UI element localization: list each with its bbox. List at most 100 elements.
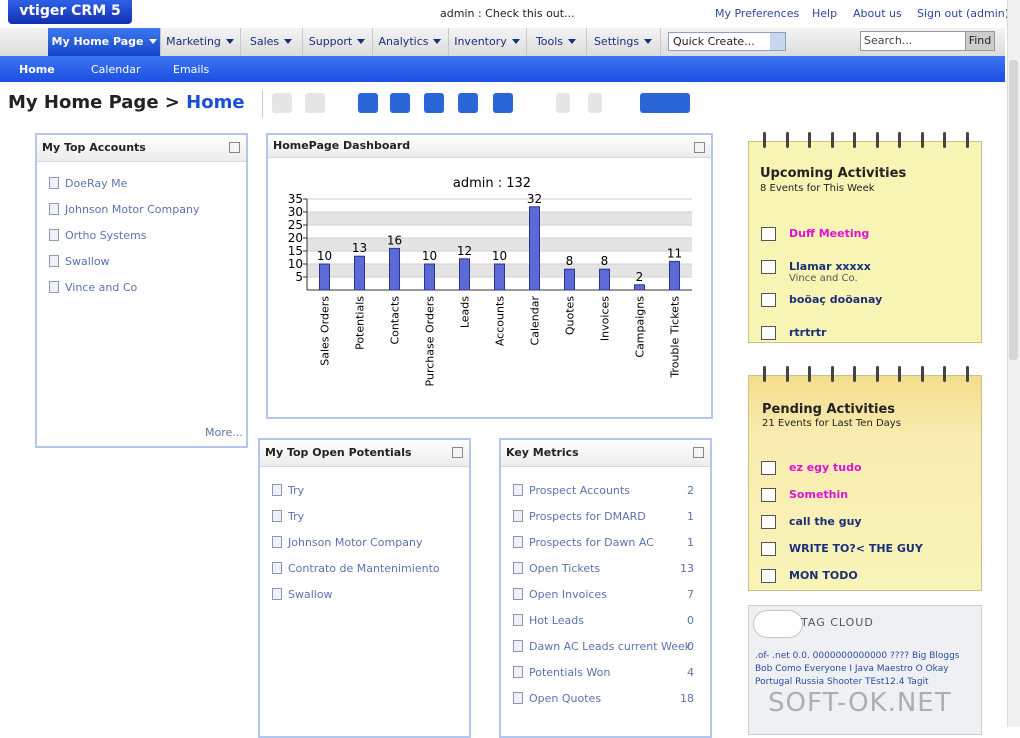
tool-icon[interactable] xyxy=(588,93,602,113)
x-tick-label: Potentials xyxy=(354,296,367,350)
cloud-icon xyxy=(753,610,803,638)
metric-row[interactable]: Prospects for DMARD xyxy=(513,510,646,523)
activity-label[interactable]: WRITE TO?< THE GUY xyxy=(789,542,923,555)
quick-create-arrow[interactable] xyxy=(770,33,785,50)
sub-tab[interactable]: Emails xyxy=(173,63,210,76)
top-link[interactable]: Sign out (admin) xyxy=(917,7,1010,20)
list-item[interactable]: Contrato de Mantenimiento xyxy=(272,562,440,575)
metric-value: 7 xyxy=(687,588,694,601)
tag-cloud: TAG CLOUD .of- .net 0.0. 0000000000000 ?… xyxy=(748,605,982,735)
list-item[interactable]: DoeRay Me xyxy=(49,177,127,190)
activity-label[interactable]: call the guy xyxy=(789,515,862,528)
metric-value: 18 xyxy=(680,692,694,705)
list-item[interactable]: Johnson Motor Company xyxy=(49,203,199,216)
tab[interactable]: My Home Page xyxy=(48,28,161,56)
tool-icon[interactable] xyxy=(458,93,478,113)
metric-row[interactable]: Prospect Accounts xyxy=(513,484,630,497)
item-label: Johnson Motor Company xyxy=(288,536,423,549)
tool-icon[interactable] xyxy=(390,93,410,113)
tab[interactable]: Analytics xyxy=(372,28,449,56)
list-item[interactable]: Try xyxy=(272,484,304,497)
metric-row[interactable]: Hot Leads xyxy=(513,614,584,627)
list-item[interactable]: Swallow xyxy=(272,588,333,601)
top-link[interactable]: About us xyxy=(853,7,902,20)
list-item[interactable]: Vince and Co xyxy=(49,281,137,294)
tab[interactable]: Sales xyxy=(240,28,303,56)
doc-icon xyxy=(49,203,59,215)
search-input[interactable]: Search... xyxy=(860,31,966,51)
doc-icon xyxy=(272,588,282,600)
ring xyxy=(830,366,834,382)
activity-label[interactable]: Llamar xxxxx xyxy=(789,260,871,273)
activity-label[interactable]: Duff Meeting xyxy=(789,227,870,240)
metric-row[interactable]: Open Tickets xyxy=(513,562,600,575)
item-label: DoeRay Me xyxy=(65,177,128,190)
tool-icon[interactable] xyxy=(358,93,378,113)
expand-button[interactable] xyxy=(229,142,240,153)
metric-value: 13 xyxy=(680,562,694,575)
activity-label[interactable]: ez egy tudo xyxy=(789,461,862,474)
metric-row[interactable]: Prospects for Dawn AC xyxy=(513,536,654,549)
tab[interactable]: Marketing xyxy=(160,28,241,56)
activity-label[interactable]: Somethin xyxy=(789,488,849,501)
tool-icon[interactable] xyxy=(556,93,570,113)
doc-icon xyxy=(513,692,523,704)
list-item[interactable]: Try xyxy=(272,510,304,523)
list-item[interactable]: Ortho Systems xyxy=(49,229,146,242)
sub-tab[interactable]: Calendar xyxy=(91,63,141,76)
more-link[interactable]: More... xyxy=(205,426,243,439)
tool-icon[interactable] xyxy=(305,93,325,113)
metric-row[interactable]: Dawn AC Leads current Week xyxy=(513,640,691,653)
metric-row[interactable]: Open Invoices xyxy=(513,588,607,601)
x-tick-label: Sales Orders xyxy=(319,296,332,366)
list-item[interactable]: Swallow xyxy=(49,255,110,268)
activity-label[interactable]: boöaç doöanay xyxy=(789,293,883,306)
expand-button[interactable] xyxy=(452,447,463,458)
activity-label[interactable]: rtrtrtr xyxy=(789,326,827,339)
x-tick-label: Accounts xyxy=(494,296,507,346)
quick-create[interactable]: Quick Create... xyxy=(668,32,786,51)
tab[interactable]: Settings xyxy=(586,28,661,56)
tool-icon[interactable] xyxy=(272,93,292,113)
top-link[interactable]: Help xyxy=(812,7,838,20)
metric-value: 0 xyxy=(687,640,694,653)
metric-row[interactable]: Open Quotes xyxy=(513,692,601,705)
bar xyxy=(354,255,365,291)
doc-icon xyxy=(513,666,523,678)
expand-button[interactable] xyxy=(694,142,705,153)
bar xyxy=(599,268,610,291)
scroll-thumb[interactable] xyxy=(1009,60,1018,360)
doc-icon xyxy=(272,484,282,496)
tab[interactable]: Inventory xyxy=(448,28,527,56)
breadcrumb-section[interactable]: My Home Page > xyxy=(8,92,180,113)
expand-button[interactable] xyxy=(693,447,704,458)
metric-value: 1 xyxy=(687,536,694,549)
x-tick-label: Invoices xyxy=(599,296,612,341)
metric-row[interactable]: Potentials Won xyxy=(513,666,610,679)
top-link[interactable]: My Preferences xyxy=(715,7,800,20)
chart-title: admin : 132 xyxy=(453,176,531,191)
tab[interactable]: Tools xyxy=(526,28,587,56)
breadcrumb: My Home Page > Home xyxy=(8,92,245,113)
tool-icon[interactable] xyxy=(493,93,513,113)
activity-icon xyxy=(761,293,776,307)
logo[interactable]: vtiger CRM 5 xyxy=(8,0,132,24)
value-label: 32 xyxy=(527,192,542,206)
layout-menu[interactable] xyxy=(640,93,690,113)
tab-label: Tools xyxy=(535,35,564,48)
find-button[interactable]: Find xyxy=(965,31,995,51)
x-tick-label: Campaigns xyxy=(634,296,647,358)
sub-tab[interactable]: Home xyxy=(19,63,55,76)
list-item[interactable]: Johnson Motor Company xyxy=(272,536,422,549)
x-tick-label: Contacts xyxy=(389,296,402,345)
ring xyxy=(763,366,766,382)
tool-icon[interactable] xyxy=(424,93,444,113)
note-subtitle: 21 Events for Last Ten Days xyxy=(762,418,901,429)
tab[interactable]: Support xyxy=(302,28,373,56)
ring xyxy=(898,132,901,148)
activity-label[interactable]: MON TODO xyxy=(789,569,858,582)
tab-arrow xyxy=(511,39,520,48)
tag-list[interactable]: .of- .net 0.0. 0000000000000 ???? Big Bl… xyxy=(755,651,960,687)
panel-title: My Top Accounts xyxy=(42,141,146,154)
activity-icon xyxy=(761,461,776,475)
